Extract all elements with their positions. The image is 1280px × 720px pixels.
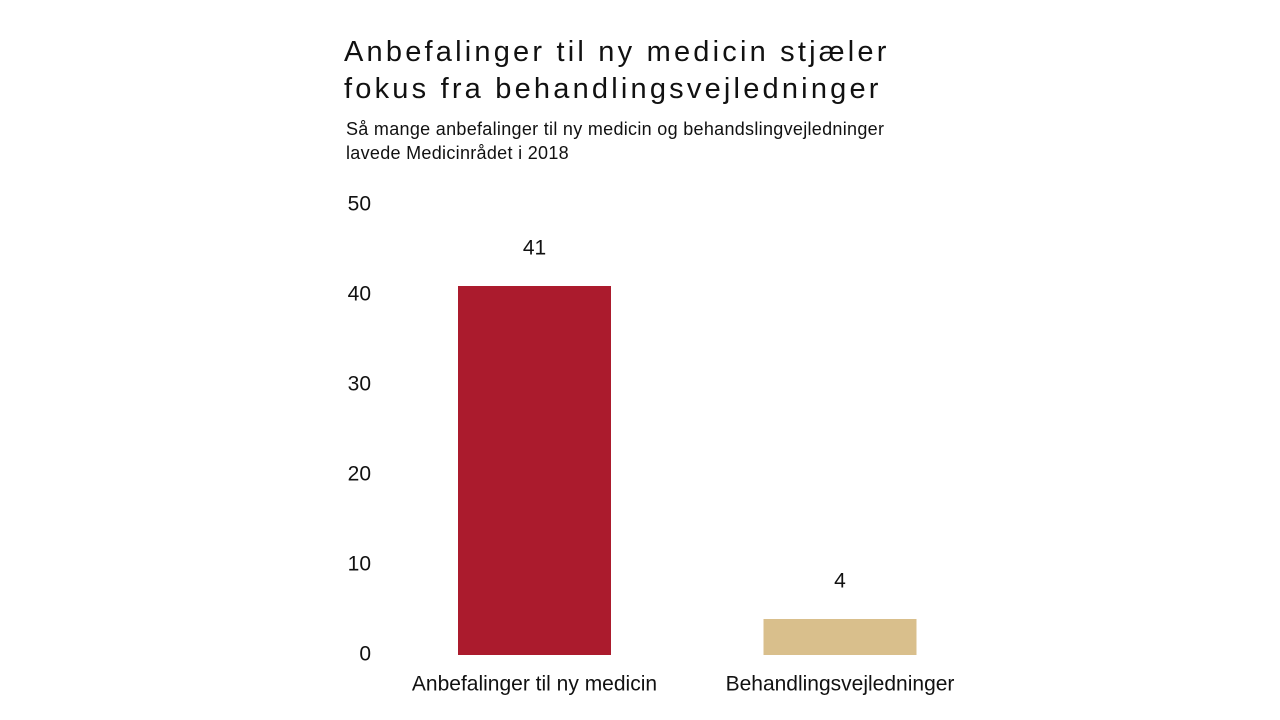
y-tick-label: 20	[348, 463, 371, 486]
y-tick-label: 0	[359, 643, 371, 666]
chart-subtitle-line-1: Så mange anbefalinger til ny medicin og …	[346, 119, 885, 139]
chart-subtitle: Så mange anbefalinger til ny medicin og …	[346, 117, 1046, 165]
data-label: 41	[523, 237, 546, 260]
x-tick-label: Behandlingsvejledninger	[726, 673, 955, 696]
data-labels: 41 4	[523, 237, 846, 593]
y-tick-label: 50	[348, 193, 371, 216]
x-tick-label: Anbefalinger til ny medicin	[412, 673, 657, 696]
y-tick-label: 10	[348, 553, 371, 576]
chart-title-line-2: fokus fra behandlingsvejledninger	[344, 73, 882, 105]
bars	[458, 286, 917, 655]
chart-subtitle-line-2: lavede Medicinrådet i 2018	[346, 143, 569, 163]
data-label: 4	[834, 570, 846, 593]
y-axis: 0 10 20 30 40 50	[348, 193, 371, 666]
chart-title: Anbefalinger til ny medicin stjæler foku…	[344, 34, 1044, 108]
x-axis: Anbefalinger til ny medicin Behandlingsve…	[412, 673, 954, 696]
chart-title-line-1: Anbefalinger til ny medicin stjæler	[344, 36, 890, 68]
bar	[458, 286, 611, 655]
y-tick-label: 30	[348, 373, 371, 396]
y-tick-label: 40	[348, 283, 371, 306]
bar	[763, 619, 917, 655]
